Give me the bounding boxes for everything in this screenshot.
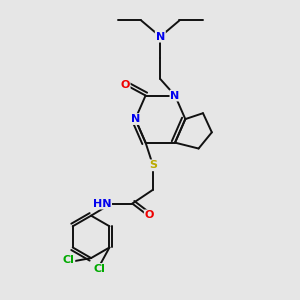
Text: N: N xyxy=(131,114,140,124)
Text: N: N xyxy=(170,91,180,100)
Text: Cl: Cl xyxy=(93,264,105,274)
Text: N: N xyxy=(156,32,165,42)
Text: O: O xyxy=(120,80,130,90)
Text: HN: HN xyxy=(93,199,111,208)
Text: Cl: Cl xyxy=(62,255,74,266)
Text: S: S xyxy=(149,160,157,170)
Text: O: O xyxy=(145,210,154,220)
